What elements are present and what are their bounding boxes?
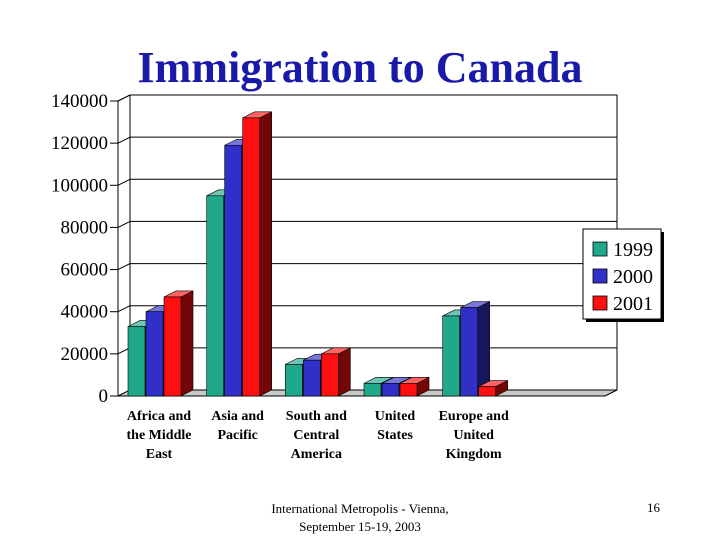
bar: [206, 195, 224, 397]
y-tick-label: 0: [99, 386, 109, 407]
legend-swatch: [592, 241, 608, 257]
bar-side: [180, 290, 194, 397]
gridline-side: [117, 136, 131, 144]
legend-label: 1999: [613, 239, 653, 261]
x-tick-label: Africa and the Middle East: [127, 409, 192, 462]
gridline-side: [117, 220, 131, 228]
gridline-side: [117, 263, 131, 271]
y-tick-label: 60000: [61, 260, 109, 281]
bar: [442, 315, 460, 397]
legend-swatch: [592, 295, 608, 311]
y-tick-label: 140000: [51, 91, 108, 112]
page-number: 16: [647, 500, 660, 515]
y-tick-label: 20000: [61, 344, 109, 365]
bar: [381, 383, 400, 397]
bar: [127, 326, 146, 397]
footer-line-2: September 15-19, 2003: [299, 519, 421, 534]
bar-side: [259, 111, 272, 397]
plot-back-wall: [129, 94, 618, 391]
gridline-side: [117, 305, 131, 313]
y-tick-label: 40000: [61, 302, 109, 323]
x-tick-label: Asia and Pacific: [211, 409, 264, 443]
x-tick-label: Europe and United Kingdom: [439, 409, 509, 462]
legend-swatch: [592, 268, 608, 284]
legend-label: 2001: [613, 293, 653, 315]
gridline-side: [117, 94, 131, 102]
bar: [285, 364, 303, 397]
bar: [460, 307, 478, 397]
bar: [163, 296, 182, 397]
bar: [145, 311, 164, 397]
footer-line-1: International Metropolis - Vienna,: [271, 501, 449, 516]
bar: [242, 117, 260, 397]
bar: [363, 383, 382, 397]
bar: [224, 144, 242, 397]
legend-label: 2000: [613, 266, 653, 288]
bar-side: [338, 347, 351, 397]
bar: [321, 353, 339, 397]
y-tick-label: 120000: [51, 133, 108, 154]
y-tick-label: 100000: [51, 175, 108, 196]
bar: [399, 383, 418, 397]
bar: [478, 386, 496, 397]
y-tick-label: 80000: [61, 217, 109, 238]
gridline-side: [117, 178, 131, 186]
bar: [303, 359, 321, 397]
x-tick-label: South and Central America: [286, 409, 347, 462]
chart-title: Immigration to Canada: [137, 43, 583, 92]
footer-text: International Metropolis - Vienna, Septe…: [240, 500, 480, 536]
x-tick-label: United States: [375, 409, 416, 443]
